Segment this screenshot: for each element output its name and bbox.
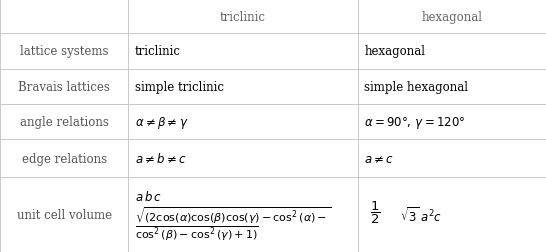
Text: edge relations: edge relations bbox=[22, 152, 106, 165]
Text: simple hexagonal: simple hexagonal bbox=[364, 80, 468, 93]
Text: $\sqrt{3}\; a^2 c$: $\sqrt{3}\; a^2 c$ bbox=[400, 205, 442, 224]
Text: $a \neq b \neq c$: $a \neq b \neq c$ bbox=[135, 152, 187, 166]
Text: triclinic: triclinic bbox=[220, 11, 266, 23]
Text: $\alpha = 90°,\, \gamma = 120°$: $\alpha = 90°,\, \gamma = 120°$ bbox=[364, 114, 466, 130]
Text: Bravais lattices: Bravais lattices bbox=[18, 80, 110, 93]
Text: triclinic: triclinic bbox=[135, 45, 181, 58]
Text: $\sqrt{(2\cos(\alpha)\cos(\beta)\cos(\gamma) - \cos^2(\alpha) -}$: $\sqrt{(2\cos(\alpha)\cos(\beta)\cos(\ga… bbox=[135, 205, 331, 225]
Text: angle relations: angle relations bbox=[20, 116, 109, 129]
Text: simple triclinic: simple triclinic bbox=[135, 80, 224, 93]
Text: $a\, b\, c$: $a\, b\, c$ bbox=[135, 190, 162, 204]
Text: hexagonal: hexagonal bbox=[422, 11, 482, 23]
Text: hexagonal: hexagonal bbox=[364, 45, 425, 58]
Text: $\alpha \neq \beta \neq \gamma$: $\alpha \neq \beta \neq \gamma$ bbox=[135, 114, 188, 130]
Text: unit cell volume: unit cell volume bbox=[16, 208, 112, 221]
Text: $\overline{\cos^2(\beta) - \cos^2(\gamma) + 1)}$: $\overline{\cos^2(\beta) - \cos^2(\gamma… bbox=[135, 224, 258, 242]
Text: $\dfrac{1}{2}$: $\dfrac{1}{2}$ bbox=[370, 199, 380, 225]
Text: lattice systems: lattice systems bbox=[20, 45, 109, 58]
Text: $a \neq c$: $a \neq c$ bbox=[364, 152, 394, 165]
